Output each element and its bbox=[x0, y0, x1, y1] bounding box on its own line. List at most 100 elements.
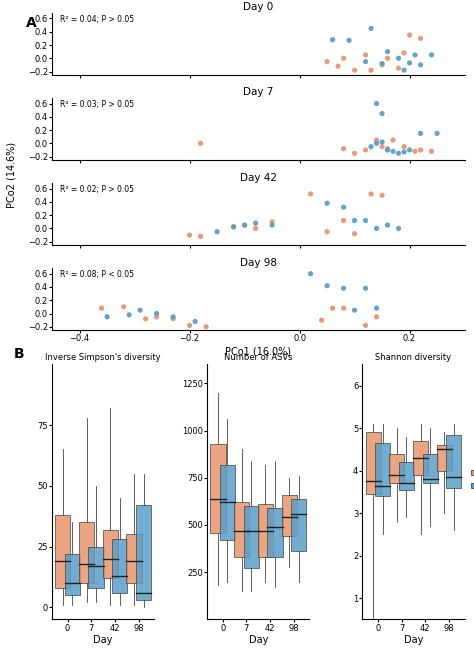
Point bbox=[362, 215, 369, 226]
Point bbox=[384, 144, 392, 154]
Point bbox=[318, 315, 325, 326]
Text: A: A bbox=[26, 16, 37, 30]
Point bbox=[252, 223, 259, 234]
Point bbox=[345, 35, 353, 45]
Bar bbox=[65, 554, 80, 595]
Title: Day 42: Day 42 bbox=[240, 173, 277, 183]
Point bbox=[373, 134, 380, 145]
Point bbox=[340, 283, 347, 294]
Text: R² = 0.03; P > 0.05: R² = 0.03; P > 0.05 bbox=[60, 100, 135, 109]
Bar bbox=[210, 444, 226, 532]
Point bbox=[268, 217, 276, 227]
Bar bbox=[220, 465, 235, 540]
Point bbox=[362, 283, 369, 294]
Point bbox=[395, 63, 402, 73]
Point bbox=[334, 61, 342, 71]
Point bbox=[307, 188, 314, 199]
Point bbox=[142, 314, 149, 324]
Bar bbox=[375, 443, 390, 496]
Point bbox=[153, 312, 160, 322]
Text: PCo2 (14.6%): PCo2 (14.6%) bbox=[7, 142, 17, 208]
Point bbox=[389, 146, 397, 157]
Bar bbox=[127, 534, 142, 583]
Point bbox=[378, 108, 386, 119]
Point bbox=[406, 30, 413, 40]
Title: Day 0: Day 0 bbox=[243, 3, 273, 13]
Title: Number of ASVs: Number of ASVs bbox=[224, 353, 292, 362]
Point bbox=[323, 280, 331, 291]
Bar bbox=[112, 539, 128, 592]
Point bbox=[378, 58, 386, 69]
Point bbox=[169, 314, 177, 324]
Point bbox=[411, 49, 419, 60]
Point bbox=[125, 310, 133, 320]
Point bbox=[351, 65, 358, 76]
Point bbox=[395, 223, 402, 234]
Text: R² = 0.04; P > 0.05: R² = 0.04; P > 0.05 bbox=[60, 15, 135, 24]
Point bbox=[428, 146, 435, 157]
Point bbox=[384, 145, 392, 156]
Point bbox=[395, 53, 402, 63]
Bar bbox=[234, 502, 249, 557]
Point bbox=[323, 227, 331, 237]
Bar bbox=[79, 523, 94, 583]
Point bbox=[417, 33, 424, 43]
Point bbox=[351, 215, 358, 226]
X-axis label: Day: Day bbox=[93, 635, 113, 645]
Bar bbox=[136, 505, 151, 600]
Point bbox=[351, 148, 358, 159]
Point bbox=[186, 230, 193, 241]
Point bbox=[417, 128, 424, 138]
X-axis label: Day: Day bbox=[404, 635, 423, 645]
Text: R² = 0.02; P > 0.05: R² = 0.02; P > 0.05 bbox=[60, 185, 135, 194]
Point bbox=[400, 147, 408, 158]
Point bbox=[433, 128, 441, 138]
Point bbox=[400, 142, 408, 152]
Point bbox=[373, 98, 380, 109]
Point bbox=[378, 59, 386, 70]
Bar bbox=[89, 546, 104, 588]
Bar bbox=[446, 434, 461, 488]
Point bbox=[389, 134, 397, 145]
Point bbox=[241, 220, 248, 231]
Point bbox=[367, 188, 375, 199]
Point bbox=[252, 218, 259, 229]
Point bbox=[400, 65, 408, 76]
Point bbox=[98, 303, 105, 314]
Point bbox=[340, 202, 347, 212]
Point bbox=[137, 305, 144, 316]
Point bbox=[351, 305, 358, 316]
Point bbox=[307, 268, 314, 279]
Bar bbox=[258, 504, 273, 557]
Point bbox=[268, 220, 276, 231]
Point bbox=[186, 320, 193, 331]
Point bbox=[362, 56, 369, 67]
Point bbox=[329, 34, 337, 45]
Point bbox=[191, 316, 199, 327]
Bar bbox=[413, 441, 428, 475]
Point bbox=[241, 220, 248, 231]
Point bbox=[373, 138, 380, 149]
Point bbox=[351, 229, 358, 239]
Point bbox=[406, 57, 413, 68]
Title: Inverse Simpson's diversity: Inverse Simpson's diversity bbox=[46, 353, 161, 362]
Bar bbox=[365, 432, 381, 494]
Title: Day 98: Day 98 bbox=[240, 258, 277, 268]
Bar bbox=[389, 453, 404, 484]
Point bbox=[373, 223, 380, 234]
Bar bbox=[282, 495, 297, 536]
Point bbox=[340, 144, 347, 154]
Bar bbox=[267, 508, 283, 557]
Point bbox=[120, 302, 128, 312]
Point bbox=[340, 215, 347, 226]
Bar bbox=[291, 499, 306, 552]
Text: B: B bbox=[14, 347, 25, 361]
Text: R² = 0.08; P < 0.05: R² = 0.08; P < 0.05 bbox=[60, 270, 135, 279]
Point bbox=[153, 308, 160, 319]
Bar bbox=[103, 530, 118, 578]
Point bbox=[230, 222, 237, 233]
Bar bbox=[422, 453, 438, 484]
Point bbox=[103, 312, 111, 322]
Bar bbox=[55, 515, 71, 588]
Title: Shannon diversity: Shannon diversity bbox=[375, 353, 452, 362]
